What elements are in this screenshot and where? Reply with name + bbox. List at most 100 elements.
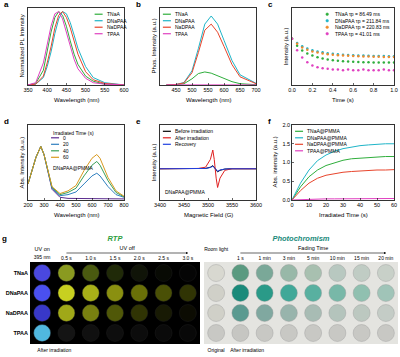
svg-text:40: 40 bbox=[63, 148, 69, 154]
svg-text:15 min: 15 min bbox=[354, 255, 369, 261]
svg-text:RTP: RTP bbox=[108, 234, 124, 243]
svg-text:0: 0 bbox=[290, 202, 293, 208]
svg-text:TPAA: TPAA bbox=[107, 31, 120, 37]
svg-text:Abs. intensity (a.u.): Abs. intensity (a.u.) bbox=[272, 136, 278, 187]
svg-text:500: 500 bbox=[81, 87, 90, 93]
svg-text:NaDPAA: NaDPAA bbox=[107, 24, 127, 30]
svg-text:DNaPAA@PMMA: DNaPAA@PMMA bbox=[165, 189, 205, 195]
svg-text:40: 40 bbox=[357, 202, 363, 208]
svg-text:450: 450 bbox=[171, 87, 180, 93]
svg-text:a: a bbox=[4, 0, 9, 9]
svg-text:20 min: 20 min bbox=[378, 255, 393, 261]
svg-text:e: e bbox=[136, 117, 141, 126]
svg-text:550: 550 bbox=[203, 87, 212, 93]
svg-text:3500: 3500 bbox=[202, 202, 214, 208]
svg-text:1 min: 1 min bbox=[259, 255, 271, 261]
svg-text:2.0 s: 2.0 s bbox=[134, 255, 145, 261]
svg-text:600: 600 bbox=[119, 87, 128, 93]
svg-text:1.0: 1.0 bbox=[282, 159, 290, 165]
svg-text:3550: 3550 bbox=[226, 202, 238, 208]
svg-text:DNaPAA: DNaPAA bbox=[175, 18, 195, 24]
svg-text:g: g bbox=[2, 234, 7, 243]
svg-text:NaDPAA τp = 220.83 ms: NaDPAA τp = 220.83 ms bbox=[335, 24, 390, 30]
svg-text:TPAA: TPAA bbox=[175, 31, 188, 37]
svg-text:1.5 s: 1.5 s bbox=[110, 255, 121, 261]
svg-text:TNaA: TNaA bbox=[175, 11, 188, 17]
svg-text:0.5: 0.5 bbox=[282, 178, 290, 184]
svg-text:Normalized PL Intensity: Normalized PL Intensity bbox=[19, 14, 25, 77]
svg-text:NaDPAA@PMMA: NaDPAA@PMMA bbox=[307, 141, 347, 147]
svg-text:2.0: 2.0 bbox=[282, 122, 290, 128]
svg-text:b: b bbox=[136, 0, 141, 9]
svg-text:Recovery: Recovery bbox=[175, 141, 197, 147]
svg-text:1.0 s: 1.0 s bbox=[85, 255, 96, 261]
svg-text:Abs. Intensity (a.u.): Abs. Intensity (a.u.) bbox=[19, 137, 25, 189]
svg-text:500: 500 bbox=[187, 87, 196, 93]
svg-text:c: c bbox=[268, 0, 273, 9]
svg-text:5 min: 5 min bbox=[307, 255, 319, 261]
svg-text:0.6: 0.6 bbox=[349, 87, 357, 93]
svg-text:3450: 3450 bbox=[178, 202, 190, 208]
svg-text:DNaPAA: DNaPAA bbox=[107, 18, 127, 24]
svg-text:UV off: UV off bbox=[120, 245, 136, 251]
svg-text:500: 500 bbox=[71, 202, 80, 208]
svg-text:1.5: 1.5 bbox=[282, 141, 290, 147]
svg-text:After irradiation: After irradiation bbox=[230, 347, 264, 353]
svg-text:TPAA@PMMA: TPAA@PMMA bbox=[307, 148, 340, 154]
svg-text:TPAA τp = 41.01 ms: TPAA τp = 41.01 ms bbox=[335, 31, 380, 37]
svg-text:0.4: 0.4 bbox=[329, 87, 337, 93]
svg-text:After irradiation: After irradiation bbox=[37, 347, 71, 353]
svg-text:3.0 s: 3.0 s bbox=[182, 255, 193, 261]
svg-text:1.0: 1.0 bbox=[390, 87, 398, 93]
svg-text:20: 20 bbox=[323, 202, 329, 208]
svg-text:0.2: 0.2 bbox=[309, 87, 317, 93]
svg-text:60: 60 bbox=[391, 202, 397, 208]
svg-text:TNaA: TNaA bbox=[107, 11, 120, 17]
svg-text:0.5 s: 0.5 s bbox=[61, 255, 72, 261]
svg-text:Before irradiation: Before irradiation bbox=[175, 128, 213, 134]
svg-text:NaDPAA: NaDPAA bbox=[6, 310, 28, 316]
svg-text:Magnetic Field (G): Magnetic Field (G) bbox=[184, 212, 233, 218]
svg-text:400: 400 bbox=[55, 202, 64, 208]
svg-text:550: 550 bbox=[100, 87, 109, 93]
svg-text:395 nm: 395 nm bbox=[34, 254, 51, 260]
svg-text:TNaA τp = 86.49 ms: TNaA τp = 86.49 ms bbox=[335, 11, 380, 17]
svg-text:300: 300 bbox=[39, 202, 48, 208]
svg-text:600: 600 bbox=[87, 202, 96, 208]
svg-text:DNaPAA@PMMA: DNaPAA@PMMA bbox=[307, 135, 347, 141]
svg-text:60: 60 bbox=[63, 154, 69, 160]
svg-text:Wavelength (nm): Wavelength (nm) bbox=[54, 97, 99, 103]
svg-text:0: 0 bbox=[63, 135, 66, 141]
svg-text:DNaPAA: DNaPAA bbox=[6, 290, 28, 296]
svg-text:Wavelength (nm): Wavelength (nm) bbox=[54, 212, 99, 218]
svg-text:TNaA@PMMA: TNaA@PMMA bbox=[307, 128, 341, 134]
svg-text:NaDPAA: NaDPAA bbox=[175, 24, 195, 30]
svg-text:0.0: 0.0 bbox=[282, 197, 290, 203]
svg-text:DNaPAA τp = 211.84 ms: DNaPAA τp = 211.84 ms bbox=[335, 18, 390, 24]
svg-text:Original: Original bbox=[208, 347, 225, 353]
svg-text:400: 400 bbox=[43, 87, 52, 93]
svg-text:Photochromism: Photochromism bbox=[272, 234, 329, 243]
svg-text:10 min: 10 min bbox=[330, 255, 345, 261]
svg-text:Irradiated Time (s): Irradiated Time (s) bbox=[319, 212, 368, 218]
svg-text:DNaPAA@PMMA: DNaPAA@PMMA bbox=[53, 165, 93, 171]
svg-text:0.8: 0.8 bbox=[370, 87, 378, 93]
svg-text:UV on: UV on bbox=[34, 246, 49, 252]
svg-text:50: 50 bbox=[374, 202, 380, 208]
svg-text:Irradiated Time (s): Irradiated Time (s) bbox=[53, 130, 94, 136]
svg-text:700: 700 bbox=[251, 87, 260, 93]
svg-text:TPAA: TPAA bbox=[13, 330, 28, 336]
svg-text:3400: 3400 bbox=[154, 202, 166, 208]
svg-text:10: 10 bbox=[306, 202, 312, 208]
svg-text:After irradiation: After irradiation bbox=[175, 135, 209, 141]
svg-text:3 min: 3 min bbox=[283, 255, 295, 261]
svg-text:Phos. Intensity (a.u.): Phos. Intensity (a.u.) bbox=[151, 18, 157, 73]
svg-text:650: 650 bbox=[235, 87, 244, 93]
svg-text:2.5 s: 2.5 s bbox=[158, 255, 169, 261]
svg-text:f: f bbox=[268, 117, 271, 126]
svg-text:3600: 3600 bbox=[250, 202, 262, 208]
svg-text:0.0: 0.0 bbox=[288, 87, 296, 93]
svg-text:1 s: 1 s bbox=[237, 255, 244, 261]
svg-text:700: 700 bbox=[103, 202, 112, 208]
svg-text:350: 350 bbox=[23, 87, 32, 93]
